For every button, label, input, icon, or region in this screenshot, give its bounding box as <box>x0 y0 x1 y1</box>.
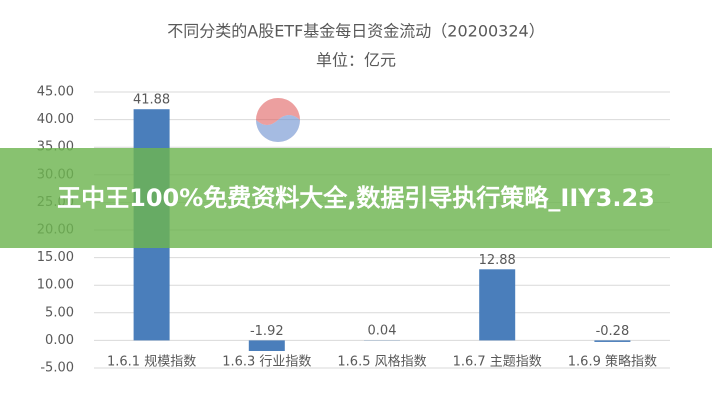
y-tick-label: 10.00 <box>37 278 74 293</box>
banner: 王中王100%免费资料大全,数据引导执行策略_IIY3.23 <box>0 148 712 248</box>
data-label: 41.88 <box>133 93 170 108</box>
x-tick-label: 1.6.9 策略指数 <box>568 354 657 370</box>
data-label: -1.92 <box>250 324 284 339</box>
bar <box>248 340 285 351</box>
y-tick-label: -5.00 <box>40 361 74 376</box>
y-tick-label: 0.00 <box>45 333 74 348</box>
y-tick-label: 40.00 <box>37 112 74 127</box>
y-tick-label: 15.00 <box>37 250 74 265</box>
banner-text: 王中王100%免费资料大全,数据引导执行策略_IIY3.23 <box>57 184 655 212</box>
watermark-logo <box>256 98 300 142</box>
chart-title: 不同分类的A股ETF基金每日资金流动（20200324） <box>167 22 544 41</box>
x-tick-label: 1.6.1 规模指数 <box>107 355 196 370</box>
x-tick-label: 1.6.7 主题指数 <box>453 355 542 370</box>
data-label: -0.28 <box>596 324 630 339</box>
data-label: 12.88 <box>479 253 516 268</box>
bar <box>594 340 631 342</box>
x-tick-label: 1.6.5 风格指数 <box>337 354 426 370</box>
chart-subtitle: 单位：亿元 <box>316 51 396 70</box>
y-tick-label: 45.00 <box>37 85 74 100</box>
data-label: 0.04 <box>368 324 397 339</box>
x-tick-label: 1.6.3 行业指数 <box>222 355 311 370</box>
bar <box>479 269 516 341</box>
y-tick-label: 5.00 <box>45 305 74 320</box>
